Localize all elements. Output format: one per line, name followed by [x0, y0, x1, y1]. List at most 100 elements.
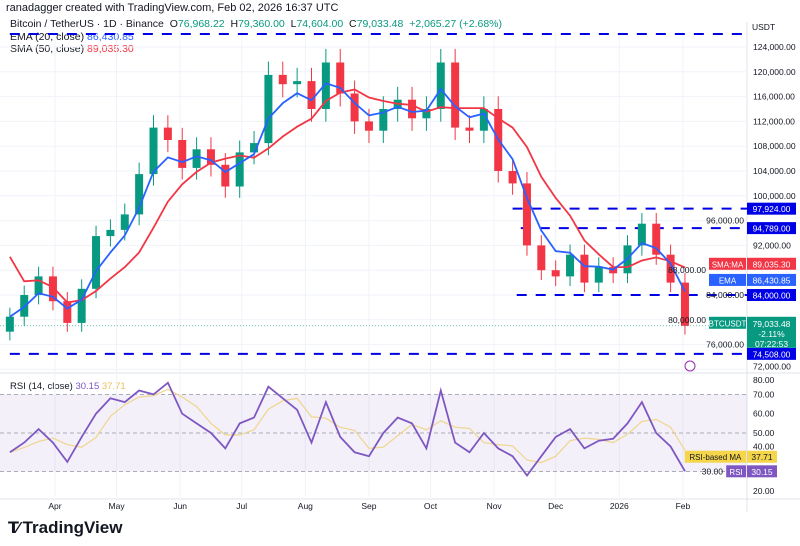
price-tag-value: 86,430.85 — [753, 275, 791, 285]
price-tick-label: 72,000.00 — [753, 361, 791, 371]
ema-value: 86,430.85 — [87, 31, 134, 43]
close-value: 79,033.48 — [356, 18, 404, 30]
time-tick-label: Apr — [48, 501, 61, 511]
price-tick-label: 112,000.00 — [753, 116, 795, 126]
candle-down — [63, 301, 72, 323]
ema-label: EMA (20, close) — [10, 31, 85, 43]
price-tag-label-box — [709, 257, 746, 270]
change-value: +2,065.27 (+2.68%) — [409, 18, 503, 30]
close-label: C — [349, 18, 357, 30]
time-tick-label: May — [109, 501, 126, 511]
candle-up — [235, 152, 244, 187]
candle-up — [436, 62, 445, 109]
last-price-tag — [747, 316, 796, 348]
price-tick-label: 124,000.00 — [753, 42, 796, 52]
candle-up — [264, 74, 273, 144]
candle-down — [451, 62, 460, 128]
alert-icon — [684, 360, 696, 372]
candle-down — [336, 62, 345, 94]
open-label: O — [169, 18, 178, 30]
price-tag — [747, 273, 796, 286]
candle-down — [580, 254, 589, 283]
rsi-line — [9, 381, 686, 478]
sma-value: 89,035.30 — [87, 43, 134, 55]
candle-down — [307, 81, 316, 109]
price-tick-label: 84,000.00 — [706, 290, 744, 300]
price-tick-label: 104,000.00 — [753, 166, 796, 176]
price-tag — [747, 222, 796, 235]
sma-label: SMA (50, close) — [10, 43, 85, 55]
open-value: 76,968.22 — [177, 18, 225, 30]
time-tick-label: Jun — [173, 501, 187, 511]
price-tag-label: EMA — [719, 276, 737, 285]
brand-name: TradingView — [22, 518, 123, 537]
candle-down — [551, 270, 560, 277]
candle-down — [537, 245, 546, 271]
price-tag — [747, 257, 796, 270]
price-tick-label: 96,000.00 — [706, 216, 744, 226]
candle-up — [77, 288, 86, 323]
symbol-tag-box — [709, 316, 746, 329]
candle-up — [106, 229, 115, 237]
time-tick-label: Nov — [487, 501, 503, 511]
price-tick-label: 80,000.00 — [668, 315, 706, 325]
sma-50-line — [9, 88, 686, 304]
rsi-tag-label-box — [726, 465, 746, 478]
price-tag — [747, 202, 796, 215]
rsi-tag-label-box — [684, 450, 746, 463]
price-tick-label: 120,000.00 — [753, 67, 796, 77]
time-tick-label: Jul — [236, 501, 247, 511]
price-tick-label: 88,000.00 — [668, 265, 706, 275]
price-tick-label: 116,000.00 — [753, 92, 795, 102]
candle-up — [422, 109, 431, 119]
time-tick-label: Dec — [548, 501, 564, 511]
candle-up — [637, 223, 646, 246]
rsi-legend[interactable]: RSI (14, close) 30.15 37.71 — [10, 381, 126, 392]
sma-legend[interactable]: SMA (50, close) 89,035.30 — [10, 43, 134, 55]
rsi-tick-label: 70.00 — [753, 389, 775, 399]
time-tick-label: Feb — [676, 501, 691, 511]
candle-down — [465, 127, 474, 131]
candle-up — [321, 62, 330, 109]
high-label: H — [230, 18, 239, 30]
currency-label: USDT — [752, 22, 775, 32]
rsi-tag-label: RSI — [729, 468, 742, 477]
chart-attribution: ranadagger created with TradingView.com,… — [6, 2, 339, 14]
candle-down — [178, 140, 187, 168]
candle-up — [135, 174, 144, 215]
symbol-tag: BTCUSDT — [709, 319, 747, 328]
price-tag — [747, 347, 796, 360]
rsi-tag — [747, 450, 777, 463]
ema-legend[interactable]: EMA (20, close) 86,430.85 — [10, 31, 134, 43]
tradingview-logo: 𝗧∕ TradingView — [8, 518, 122, 538]
rsi-value: 30.15 — [75, 381, 100, 392]
candle-down — [666, 254, 675, 283]
candle-up — [293, 81, 302, 85]
price-tick-label: 100,000.00 — [753, 191, 796, 201]
price-tick-label: 108,000.00 — [753, 141, 796, 151]
rsi-tag-value: 30.15 — [751, 467, 773, 477]
rsi-tick-label: 60.00 — [753, 409, 775, 419]
ema-20-line — [9, 82, 686, 318]
candle-up — [192, 149, 201, 168]
rsi-tick-label: 30.00 — [702, 467, 724, 477]
candle-down — [163, 127, 172, 140]
last-price-value: 79,033.48 — [753, 319, 791, 329]
price-tag-value: 89,035.30 — [753, 259, 791, 269]
candle-up — [250, 143, 259, 153]
low-value: 74,604.00 — [296, 18, 344, 30]
time-tick-label: Oct — [424, 501, 438, 511]
candle-down — [278, 74, 287, 85]
candle-down — [680, 282, 689, 326]
candle-down — [350, 93, 359, 122]
time-tick-label: 2026 — [610, 501, 629, 511]
rsi-ma-value: 37.71 — [101, 381, 126, 392]
symbol-name: Bitcoin / TetherUS · 1D · Binance — [10, 18, 164, 30]
candle-up — [92, 236, 101, 289]
price-tag-value: 94,789.00 — [753, 224, 791, 234]
symbol-legend[interactable]: Bitcoin / TetherUS · 1D · Binance O76,96… — [10, 18, 502, 30]
price-tag-value: 97,924.00 — [753, 204, 791, 214]
rsi-ma-line — [9, 388, 686, 464]
candle-up — [120, 214, 129, 230]
